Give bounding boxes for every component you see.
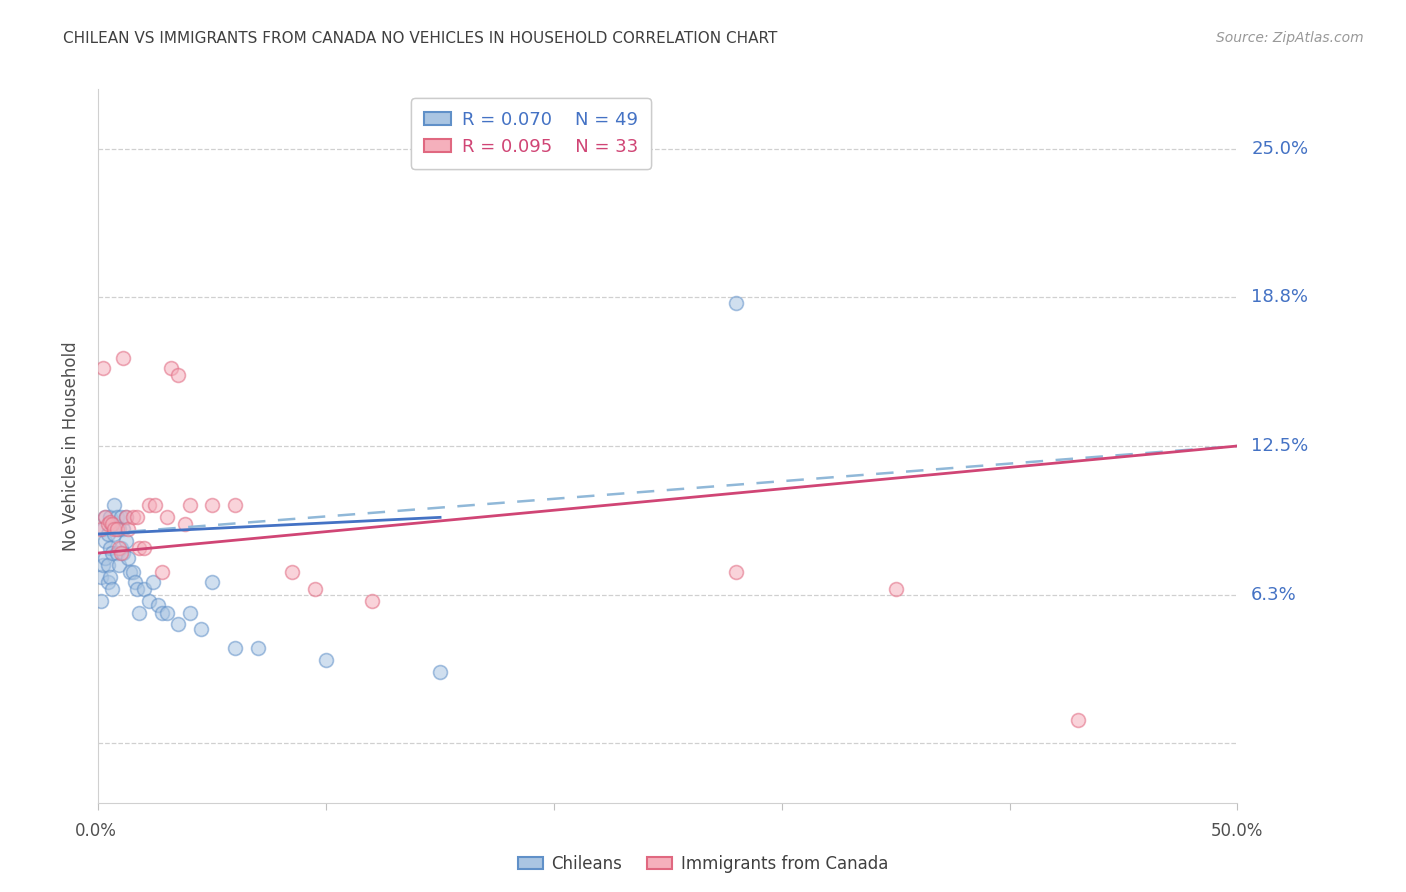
Point [884, 582, 907, 596]
Text: 25.0%: 25.0% [1251, 140, 1309, 158]
Point [156, 606, 179, 620]
Point [112, 546, 135, 560]
Point [94, 510, 117, 524]
Legend: R = 0.070    N = 49, R = 0.095    N = 33: R = 0.070 N = 49, R = 0.095 N = 33 [412, 98, 651, 169]
Point [114, 534, 136, 549]
Point [1067, 713, 1090, 727]
Point [246, 641, 269, 656]
Point [150, 606, 173, 620]
Point [167, 368, 190, 382]
Point [101, 517, 124, 532]
Point [315, 653, 337, 667]
Point [304, 582, 326, 596]
Point [105, 546, 128, 560]
Text: 0.0%: 0.0% [75, 822, 117, 840]
Point [103, 527, 125, 541]
Point [96, 574, 118, 589]
Point [101, 546, 124, 560]
Point [128, 606, 150, 620]
Point [150, 565, 173, 579]
Point [96, 527, 118, 541]
Point [160, 360, 183, 375]
Point [138, 499, 160, 513]
Point [124, 574, 146, 589]
Point [114, 510, 136, 524]
Text: 18.8%: 18.8% [1251, 288, 1308, 306]
Point [114, 510, 136, 524]
Point [132, 582, 155, 596]
Point [117, 522, 139, 536]
Point [98, 570, 121, 584]
Point [145, 499, 167, 513]
Text: 50.0%: 50.0% [1211, 822, 1264, 840]
Text: Source: ZipAtlas.com: Source: ZipAtlas.com [1216, 31, 1364, 45]
Point [90, 522, 112, 536]
Point [360, 593, 382, 607]
Point [138, 593, 160, 607]
Point [91, 522, 114, 536]
Point [103, 499, 125, 513]
Y-axis label: No Vehicles in Household: No Vehicles in Household [62, 341, 80, 551]
Point [91, 360, 114, 375]
Point [94, 510, 117, 524]
Point [128, 541, 150, 556]
Point [112, 351, 135, 365]
Point [101, 582, 124, 596]
Point [190, 622, 212, 636]
Point [96, 517, 118, 532]
Point [110, 546, 132, 560]
Point [224, 641, 246, 656]
Point [98, 515, 121, 529]
Point [179, 499, 201, 513]
Point [167, 617, 190, 632]
Point [94, 550, 117, 565]
Point [179, 606, 201, 620]
Point [224, 499, 246, 513]
Point [112, 522, 135, 536]
Point [725, 296, 748, 310]
Text: 12.5%: 12.5% [1251, 437, 1309, 455]
Point [121, 510, 143, 524]
Point [121, 565, 143, 579]
Point [94, 534, 117, 549]
Point [174, 517, 197, 532]
Point [725, 565, 748, 579]
Point [90, 593, 112, 607]
Point [429, 665, 451, 679]
Point [201, 574, 224, 589]
Text: CHILEAN VS IMMIGRANTS FROM CANADA NO VEHICLES IN HOUSEHOLD CORRELATION CHART: CHILEAN VS IMMIGRANTS FROM CANADA NO VEH… [63, 31, 778, 46]
Point [105, 510, 128, 524]
Point [108, 541, 131, 556]
Point [108, 522, 131, 536]
Point [103, 522, 125, 536]
Point [110, 541, 132, 556]
Point [142, 574, 165, 589]
Point [201, 499, 224, 513]
Point [117, 550, 139, 565]
Point [101, 517, 124, 532]
Point [98, 510, 121, 524]
Point [156, 510, 179, 524]
Legend: Chileans, Immigrants from Canada: Chileans, Immigrants from Canada [512, 848, 894, 880]
Point [281, 565, 304, 579]
Point [90, 570, 112, 584]
Point [105, 522, 128, 536]
Point [110, 510, 132, 524]
Point [96, 558, 118, 572]
Point [127, 510, 149, 524]
Point [127, 582, 149, 596]
Point [108, 558, 131, 572]
Point [146, 599, 169, 613]
Point [132, 541, 155, 556]
Point [120, 565, 142, 579]
Point [91, 558, 114, 572]
Text: 6.3%: 6.3% [1251, 586, 1296, 604]
Point [98, 541, 121, 556]
